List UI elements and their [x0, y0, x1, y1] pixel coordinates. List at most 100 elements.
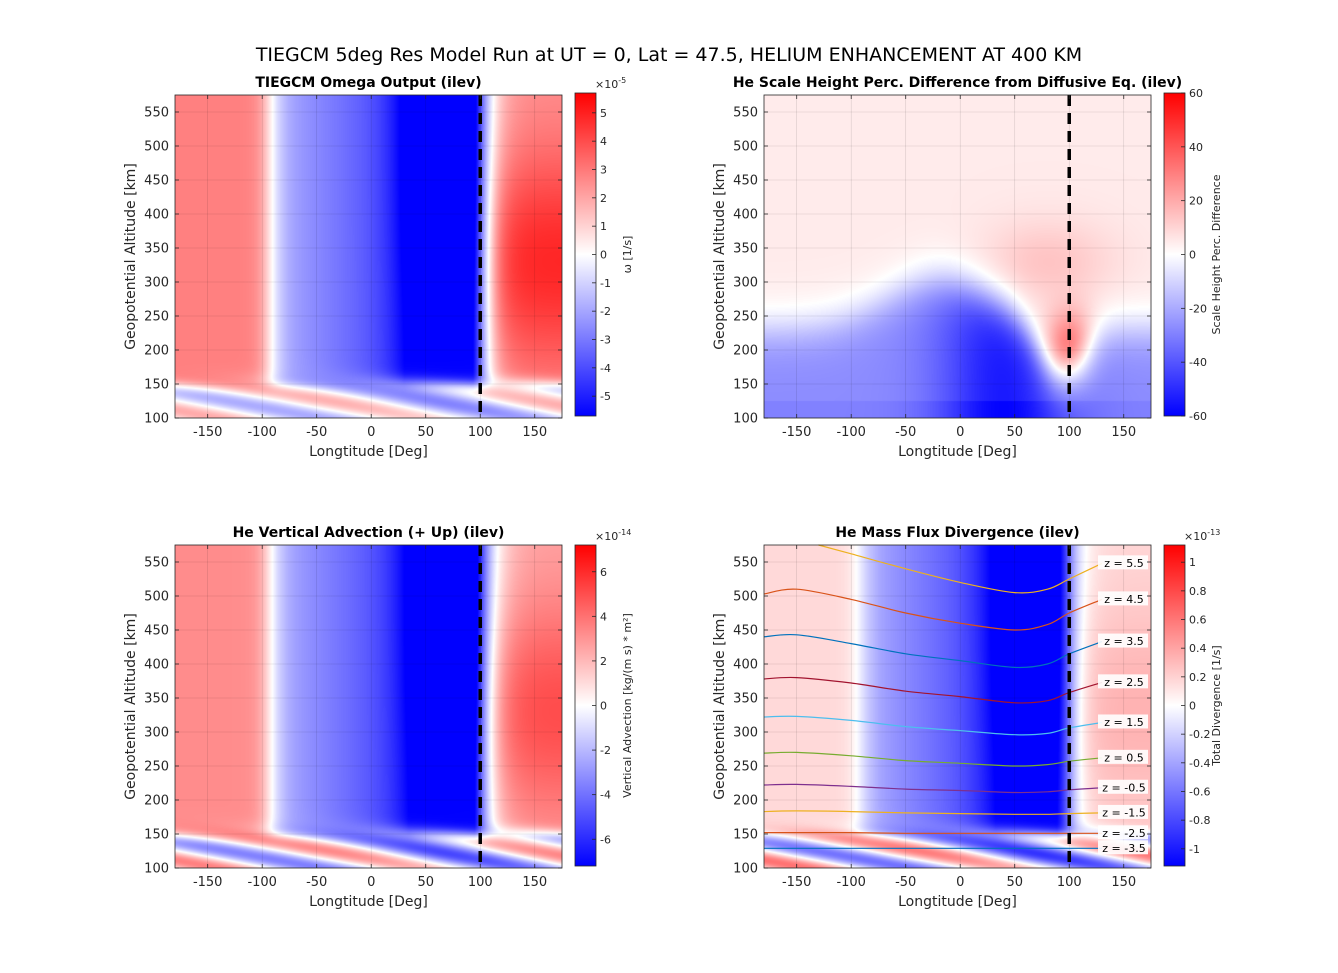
colorbar-tick-label: 0.2: [1189, 671, 1207, 684]
colorbar-tick-label: -2: [600, 305, 611, 318]
x-tick-label: -150: [193, 425, 223, 440]
colorbar-tick-label: 2: [600, 192, 607, 205]
colorbar-tick-label: 0.4: [1189, 642, 1207, 655]
subplot-1: -150 -100 -50 0 50 100 15010015020025030035040…: [123, 75, 634, 460]
x-tick-label: 50: [1006, 875, 1023, 890]
colorbar-tick-label: 0: [1189, 249, 1196, 262]
y-tick-label: 350: [733, 692, 758, 707]
x-tick-label: -150: [782, 875, 812, 890]
y-axis-label: Geopotential Altitude [km]: [123, 613, 139, 800]
subplot-title: He Mass Flux Divergence (ilev): [835, 525, 1079, 541]
y-tick-label: 250: [733, 310, 758, 325]
colorbar-tick-label: -60: [1189, 410, 1207, 423]
x-tick-label: -50: [895, 425, 916, 440]
y-tick-label: 550: [144, 106, 169, 121]
subplot-title: He Vertical Advection (+ Up) (ilev): [233, 525, 505, 541]
figure-suptitle: TIEGCM 5deg Res Model Run at UT = 0, Lat…: [255, 44, 1082, 66]
y-tick-label: 150: [733, 828, 758, 843]
heatmap-image: [175, 95, 562, 418]
colorbar-exponent: ×10-5: [595, 76, 626, 91]
colorbar-tick-label: 0.6: [1189, 614, 1207, 627]
x-tick-label: 100: [1057, 425, 1082, 440]
contour-label-box: [1098, 840, 1148, 855]
x-tick-label: -50: [306, 425, 327, 440]
axes-box: [174, 94, 563, 419]
y-axis-label: Geopotential Altitude [km]: [712, 163, 728, 350]
axes-box: [763, 544, 1152, 869]
y-tick-label: 100: [144, 862, 169, 877]
colorbar-tick-label: -20: [1189, 302, 1207, 315]
colorbar-tick-label: 1: [600, 220, 607, 233]
x-tick-label: 100: [468, 875, 493, 890]
colorbar-label: Total Divergence [1/s]: [1210, 645, 1223, 766]
y-tick-label: 150: [144, 828, 169, 843]
colorbar-exponent: ×10-13: [1184, 528, 1220, 543]
contour-label: z = 2.5: [1104, 676, 1143, 689]
y-tick-label: 450: [144, 624, 169, 639]
colorbar-tick-label: 0: [600, 249, 607, 262]
contour-label: z = 4.5: [1104, 593, 1143, 606]
colorbar-exponent: ×10-14: [595, 528, 631, 543]
axes-box: [174, 544, 563, 869]
contour-line: [763, 751, 1102, 767]
colorbar-label: ω [1/s]: [621, 236, 634, 274]
contour-label: z = -1.5: [1102, 806, 1145, 819]
contour-label-box: [1098, 825, 1148, 840]
y-tick-label: 450: [144, 174, 169, 189]
x-tick-label: 150: [1111, 425, 1136, 440]
y-tick-label: 150: [144, 378, 169, 393]
contour-label: z = 3.5: [1104, 635, 1143, 648]
x-axis-label: Longtitude [Deg]: [309, 894, 428, 910]
y-tick-label: 200: [733, 344, 758, 359]
x-axis-label: Longtitude [Deg]: [309, 444, 428, 460]
contour-label: z = 5.5: [1104, 557, 1143, 570]
contour-line: [763, 633, 1103, 669]
y-tick-label: 400: [733, 208, 758, 223]
contour-line: [763, 676, 1103, 704]
colorbar-tick-label: 3: [600, 164, 607, 177]
colorbar-tick-label: -5: [600, 390, 611, 403]
heatmap-image: [175, 545, 562, 868]
colorbar-tick-label: -1: [1189, 843, 1200, 856]
colorbar-tick-label: -4: [600, 789, 611, 802]
colorbar-tick-label: -6: [600, 833, 611, 846]
contour-line: [763, 715, 1102, 736]
y-tick-label: 300: [733, 276, 758, 291]
y-tick-label: 350: [144, 692, 169, 707]
y-tick-label: 250: [733, 760, 758, 775]
x-tick-label: 50: [417, 875, 434, 890]
colorbar-exponent-power: -13: [1207, 528, 1220, 537]
y-tick-label: 500: [733, 590, 758, 605]
colorbar-tick-label: 6: [600, 566, 607, 579]
x-tick-label: -150: [193, 875, 223, 890]
y-tick-label: 350: [144, 242, 169, 257]
contour-line: [763, 783, 1102, 794]
y-tick-label: 250: [144, 760, 169, 775]
x-tick-label: 0: [956, 875, 964, 890]
y-tick-label: 100: [733, 412, 758, 427]
contour-label: z = 0.5: [1104, 751, 1143, 764]
y-tick-label: 400: [733, 658, 758, 673]
colorbar-tick-label: -0.4: [1189, 757, 1210, 770]
y-axis-label: Geopotential Altitude [km]: [123, 163, 139, 350]
contour-line: [763, 831, 1102, 834]
colorbar-tick-label: -3: [600, 334, 611, 347]
x-tick-label: 0: [367, 875, 375, 890]
colorbar-tick-label: -0.8: [1189, 814, 1210, 827]
y-tick-label: 550: [733, 106, 758, 121]
x-tick-label: -100: [247, 425, 277, 440]
y-tick-label: 150: [733, 378, 758, 393]
x-tick-label: 0: [956, 425, 964, 440]
x-tick-label: 150: [1111, 875, 1136, 890]
contour-label-box: [1098, 633, 1148, 648]
colorbar-tick-label: 0: [1189, 700, 1196, 713]
y-tick-label: 200: [733, 794, 758, 809]
x-tick-label: 150: [522, 875, 547, 890]
y-tick-label: 100: [144, 412, 169, 427]
x-tick-label: -150: [782, 425, 812, 440]
y-axis-label: Geopotential Altitude [km]: [712, 613, 728, 800]
subplot-3: -150 -100 -50 0 50 100 15010015020025030035040…: [123, 525, 634, 910]
contour-label-box: [1098, 804, 1148, 819]
colorbar-tick-label: 0: [600, 700, 607, 713]
